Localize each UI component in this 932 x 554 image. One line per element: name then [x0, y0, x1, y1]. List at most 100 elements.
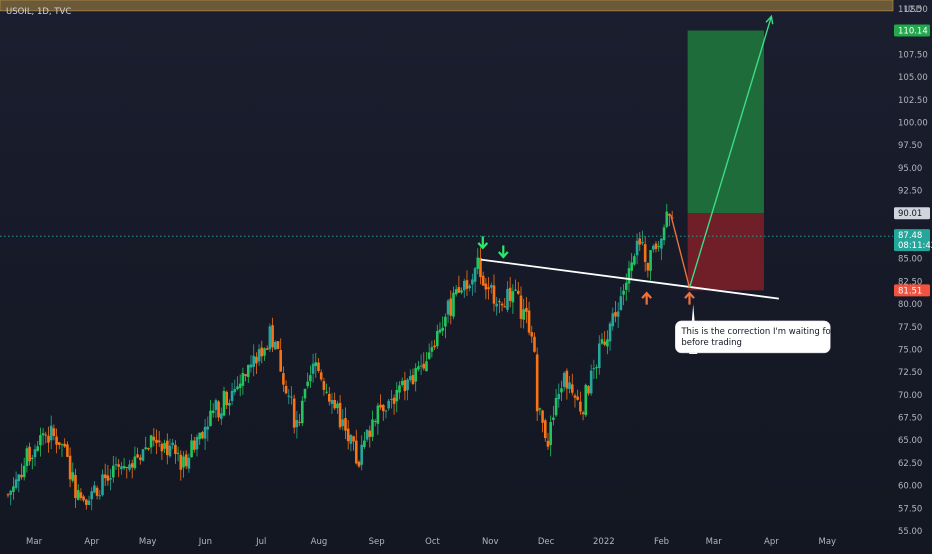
candle-body: [55, 436, 58, 445]
candle-body: [117, 464, 120, 467]
candle-body: [435, 331, 439, 347]
candle-body: [503, 306, 507, 308]
candle-body: [300, 400, 304, 424]
candle-body: [390, 399, 393, 401]
candle-body: [619, 296, 623, 311]
arrow-down-icon: [497, 245, 509, 259]
y-tick-label: 80.00: [898, 300, 922, 310]
annotation-line-2: before trading: [681, 338, 742, 348]
y-tick-label: 65.00: [898, 436, 922, 446]
y-tick-label: 57.50: [898, 504, 922, 514]
candle-body: [125, 466, 129, 468]
candle-body: [268, 326, 272, 350]
candle-body: [74, 474, 77, 499]
candle-body: [282, 373, 285, 385]
candle-body: [538, 408, 542, 410]
symbol-label: USOIL, 1D, TVC: [6, 7, 71, 17]
candle-body: [57, 442, 61, 445]
x-tick-label: Feb: [654, 537, 669, 547]
candle-body: [360, 444, 363, 465]
stop-zone: [687, 213, 764, 291]
y-tick-label: 75.00: [898, 345, 922, 355]
candle-body: [93, 485, 96, 493]
candle-body: [22, 465, 26, 478]
candle-body: [49, 425, 53, 441]
candle-body: [322, 381, 326, 390]
candle-body: [30, 457, 34, 459]
candle-body: [209, 410, 212, 427]
candle-body: [28, 446, 31, 462]
candle-body: [249, 364, 253, 368]
candle-body: [98, 495, 102, 497]
candle-body: [649, 250, 652, 271]
candle-body: [492, 285, 496, 304]
candle-body: [295, 420, 299, 428]
candle-body: [228, 403, 231, 406]
candle-body: [79, 492, 83, 498]
candle-body: [292, 398, 296, 428]
candle-body: [665, 211, 669, 227]
candle-body: [411, 374, 415, 384]
candle-body: [552, 417, 555, 420]
drawings: [477, 14, 779, 354]
candle-body: [171, 442, 174, 446]
candle-body: [376, 405, 380, 424]
y-tick-label: 77.50: [898, 323, 922, 333]
candle-body: [309, 375, 312, 382]
candle-body: [514, 289, 517, 291]
candle-body: [508, 287, 512, 301]
x-tick-label: May: [818, 537, 836, 547]
y-tick-label: 92.50: [898, 187, 922, 197]
candle-body: [589, 370, 593, 394]
candle-body: [263, 348, 266, 356]
candle-body: [238, 383, 242, 388]
candle-body: [319, 372, 323, 380]
candle-body: [290, 396, 293, 398]
candle-body: [120, 466, 123, 470]
time-axis[interactable]: Mar Apr May Jun Jul Aug Sep Oct Nov Dec 2022 Feb Mar…: [26, 537, 836, 547]
annotation-callout: This is the correction I'm waiting for b…: [675, 320, 835, 354]
candle-body: [479, 257, 482, 278]
candle-body: [365, 429, 369, 440]
candle-body: [144, 447, 147, 449]
x-tick-label: Apr: [764, 537, 779, 547]
candle-body: [587, 385, 590, 394]
candle-body: [222, 390, 226, 416]
candle-body: [133, 456, 137, 469]
y-tick-label: 55.00: [898, 527, 922, 537]
candle-body: [338, 402, 342, 428]
candle-body: [660, 238, 663, 249]
candle-body: [465, 280, 469, 289]
candle-body: [41, 433, 45, 436]
candle-body: [462, 280, 466, 291]
candle-body: [90, 491, 93, 500]
candle-body: [344, 418, 347, 431]
arrow-up-icon: [641, 291, 652, 305]
candle-body: [533, 336, 536, 352]
candle-body: [279, 350, 282, 372]
candle-body: [130, 463, 134, 468]
candle-body: [195, 436, 199, 450]
candle-body: [457, 287, 461, 293]
candle-body: [651, 245, 655, 250]
candle-body: [476, 257, 480, 269]
candle-body: [506, 288, 509, 310]
y-tick-label: 95.00: [898, 164, 922, 174]
x-tick-label: Jun: [198, 537, 212, 547]
y-tick-label: 100.00: [898, 119, 928, 129]
arrow-down-icon: [477, 236, 489, 250]
candle-body: [557, 393, 561, 400]
candle-body: [136, 454, 139, 458]
candle-body: [354, 440, 358, 464]
x-tick-label: May: [139, 537, 157, 547]
candle-body: [484, 283, 488, 290]
candle-body: [400, 380, 404, 385]
candle-body: [549, 422, 552, 445]
candle-body: [398, 385, 401, 393]
candle-body: [106, 475, 110, 481]
y-tick-label: 72.50: [898, 368, 922, 378]
candle-body: [546, 440, 550, 447]
